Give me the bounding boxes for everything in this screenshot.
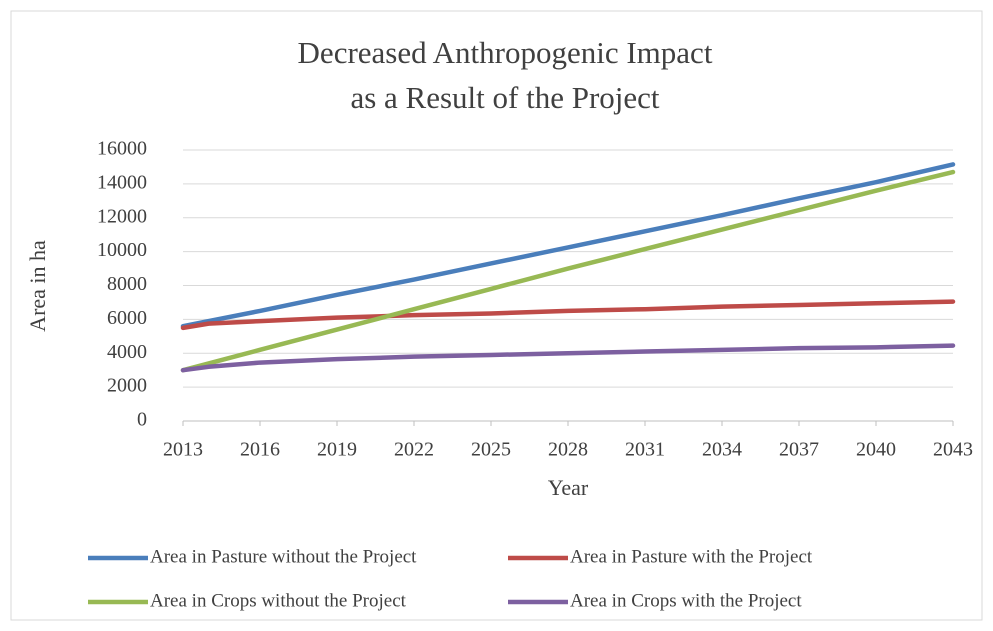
y-tick-label: 16000 [97,138,147,160]
x-tick-label: 2040 [856,439,896,461]
x-tick-label: 2025 [471,439,511,461]
y-tick-label: 10000 [97,239,147,261]
x-tick-label: 2016 [240,439,280,461]
x-tick-label: 2037 [779,439,819,461]
chart-title: as a Result of the Project [350,80,659,115]
x-tick-label: 2034 [702,439,742,461]
series-line [180,162,956,329]
y-tick-label: 14000 [97,171,147,193]
series-line [180,343,956,373]
y-tick-label: 0 [137,409,147,431]
y-tick-label: 6000 [107,307,147,329]
x-tick-label: 2031 [625,439,665,461]
series-line [180,299,956,331]
legend-label: Area in Crops without the Project [150,590,407,611]
x-tick-label: 2019 [317,439,357,461]
chart-title: Decreased Anthropogenic Impact [298,35,713,70]
x-axis-label: Year [548,475,589,500]
y-tick-label: 4000 [107,341,147,363]
legend-label: Area in Crops with the Project [570,590,802,611]
x-tick-label: 2028 [548,439,588,461]
x-tick-label: 2043 [933,439,973,461]
x-tick-label: 2013 [163,439,203,461]
y-tick-label: 8000 [107,273,147,295]
y-tick-label: 2000 [107,375,147,397]
y-axis-label: Area in ha [25,240,50,332]
x-tick-label: 2022 [394,439,434,461]
legend-label: Area in Pasture with the Project [570,546,813,567]
legend-label: Area in Pasture without the Project [150,546,417,567]
series-line [180,169,956,373]
y-tick-label: 12000 [97,205,147,227]
